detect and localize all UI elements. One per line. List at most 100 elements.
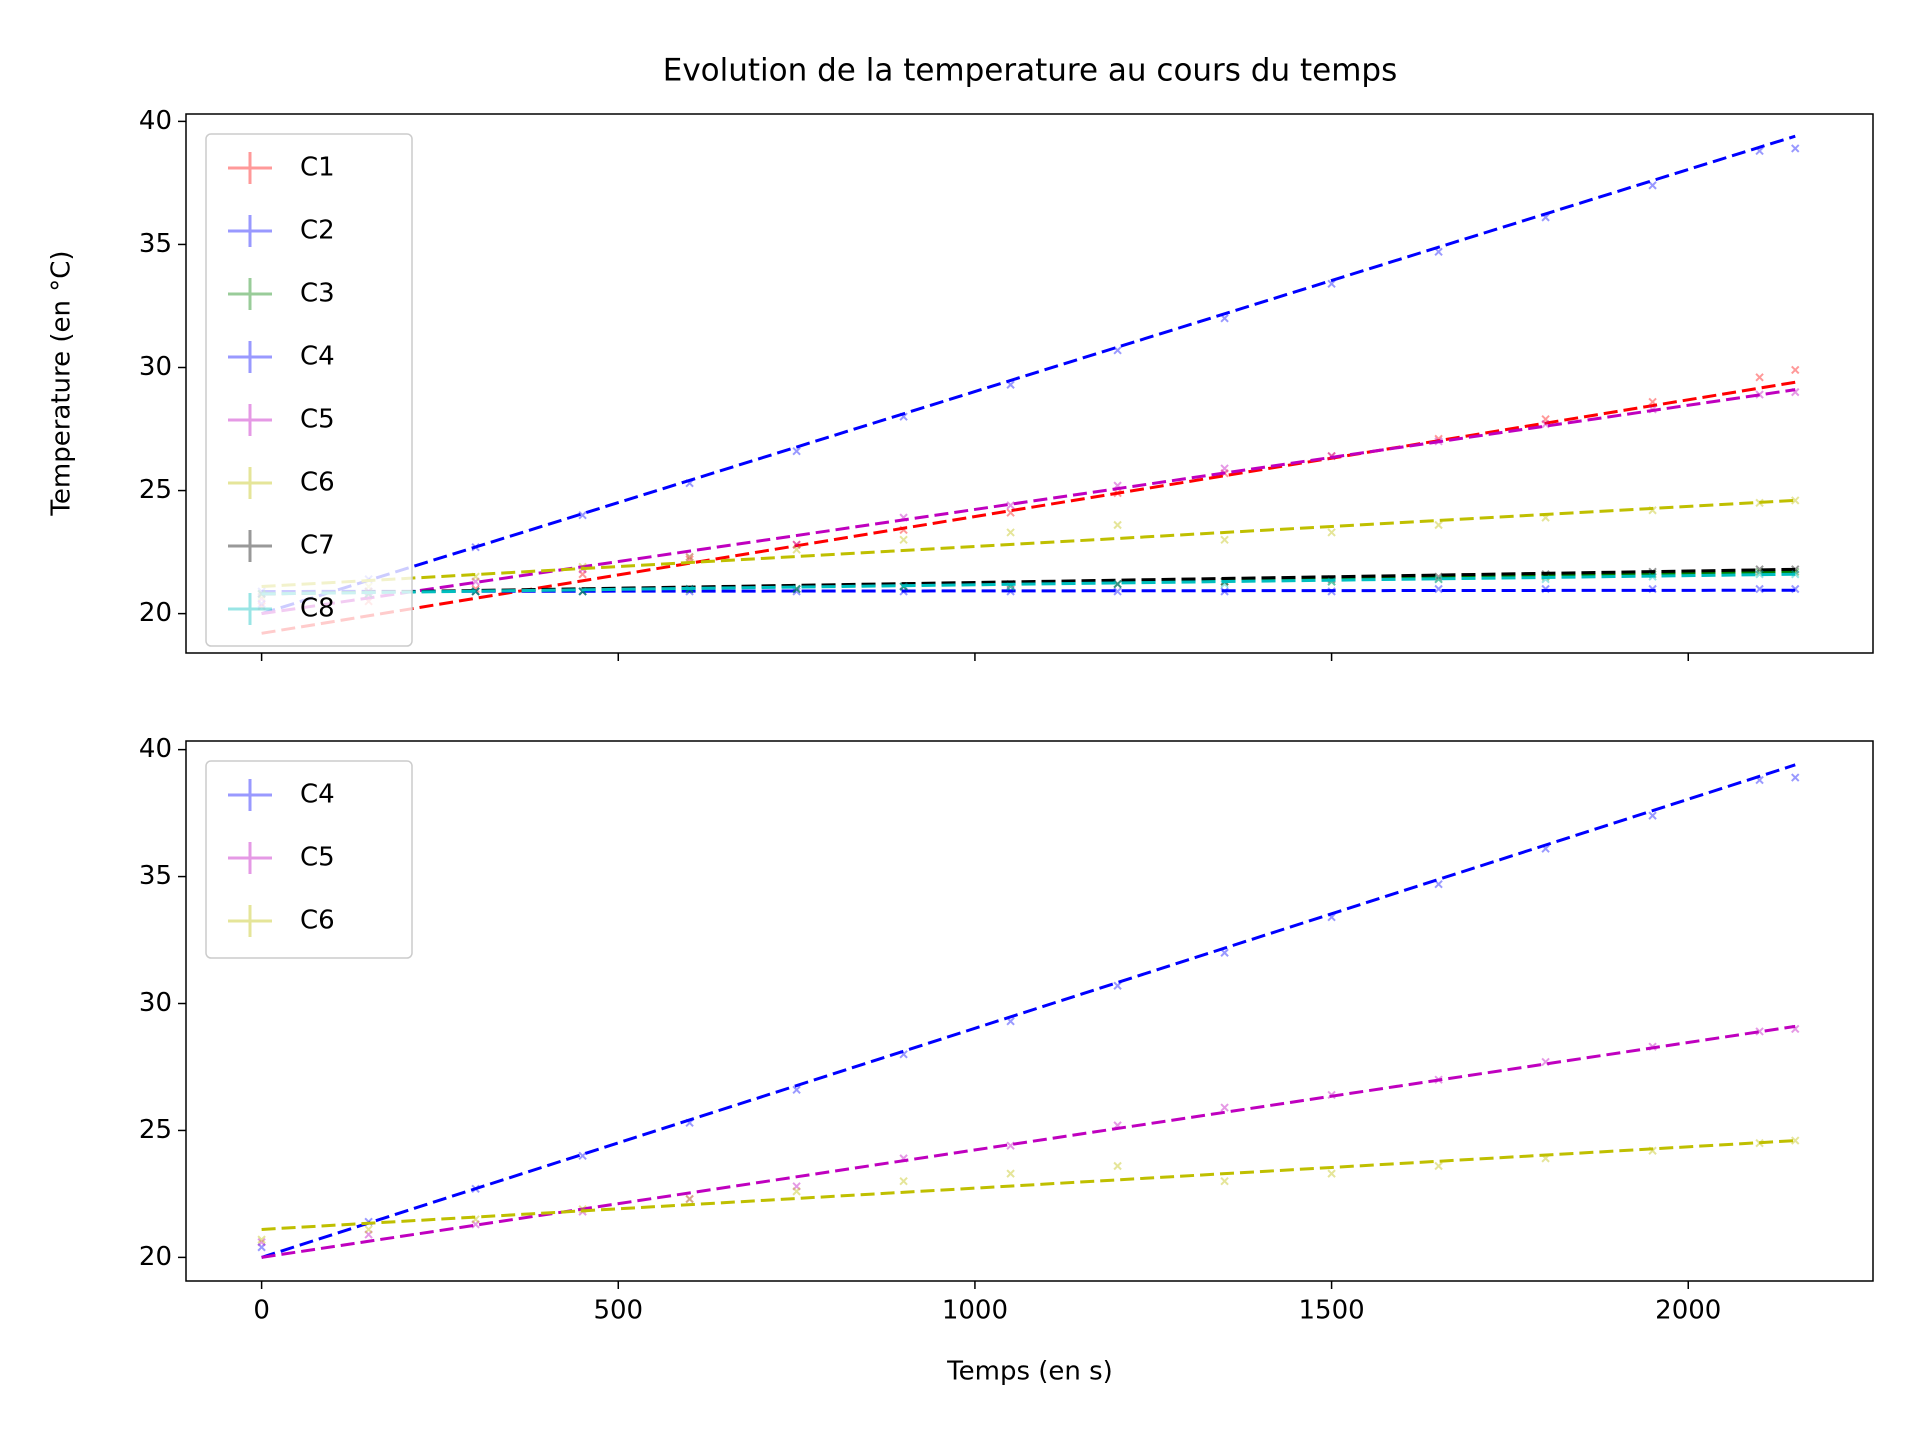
point <box>1113 981 1122 990</box>
point <box>1006 501 1015 510</box>
x-tick-label: 1000 <box>942 1296 1008 1326</box>
legend-marker <box>228 467 272 499</box>
legend-label: C1 <box>300 153 335 183</box>
point <box>578 510 587 520</box>
y-axis-label: Temperature (en °C) <box>47 250 77 516</box>
trend-line <box>261 1139 1796 1231</box>
point <box>792 587 801 596</box>
legend-marker <box>228 842 272 874</box>
legend-label: C5 <box>300 843 335 873</box>
legend-label: C3 <box>300 279 335 309</box>
point <box>685 1194 694 1204</box>
legend-marker <box>228 530 272 562</box>
legend-box <box>205 760 413 959</box>
legend-marker <box>228 215 272 247</box>
legend-label: C7 <box>300 531 335 561</box>
point <box>364 1225 373 1234</box>
point <box>899 535 908 544</box>
y-tick-label: 25 <box>139 1115 172 1145</box>
point <box>1220 464 1229 473</box>
legend-marker <box>228 593 272 625</box>
legend: C1 C2 C3 C4 C5 C6 C7 C8 <box>205 133 413 647</box>
point <box>792 540 801 549</box>
plot-area <box>185 113 1874 654</box>
point <box>1755 570 1764 579</box>
point <box>1791 565 1800 574</box>
legend-marker <box>228 152 272 184</box>
trend-line <box>261 498 1796 589</box>
point <box>364 1230 373 1239</box>
point <box>1434 574 1443 584</box>
point <box>1327 528 1336 537</box>
point <box>1791 773 1800 782</box>
point <box>792 446 801 456</box>
y-tick-label: 40 <box>139 734 172 764</box>
point <box>1791 570 1800 579</box>
legend-box <box>205 133 413 647</box>
legend-label: C5 <box>300 405 335 435</box>
point <box>1113 1161 1122 1171</box>
legend-marker <box>228 905 272 937</box>
point <box>685 552 694 562</box>
point <box>1648 181 1657 190</box>
point <box>257 1235 266 1244</box>
point <box>1791 1136 1800 1145</box>
point <box>899 1177 908 1186</box>
legend-marker <box>228 341 272 373</box>
legend-label: C6 <box>300 906 335 936</box>
point <box>1648 811 1657 820</box>
trend-line <box>261 567 1796 596</box>
point <box>792 1187 801 1196</box>
trend-line <box>261 763 1796 1259</box>
point <box>1791 496 1800 505</box>
y-tick-label: 40 <box>139 106 172 136</box>
point <box>1791 144 1800 153</box>
point <box>1113 346 1122 355</box>
point <box>1113 587 1122 596</box>
point <box>1113 520 1122 530</box>
x-axis-label: Temps (en s) <box>946 1357 1113 1387</box>
point <box>1791 365 1800 375</box>
legend-marker <box>228 779 272 811</box>
chart-title: Evolution de la temperature au cours du … <box>663 53 1398 89</box>
point <box>1434 247 1443 257</box>
trend-line <box>261 134 1796 616</box>
point <box>257 1243 266 1252</box>
point <box>1541 419 1550 429</box>
point <box>685 1194 694 1204</box>
x-tick-label: 500 <box>593 1296 643 1326</box>
y-tick-label: 30 <box>139 988 172 1018</box>
point <box>1434 1161 1443 1171</box>
point <box>1434 879 1443 889</box>
trend-line <box>261 588 1796 593</box>
point <box>685 552 694 562</box>
y-tick-label: 20 <box>139 1242 172 1272</box>
point <box>792 1085 801 1095</box>
x-tick-label: 2000 <box>1655 1296 1721 1326</box>
point <box>578 570 587 579</box>
legend-label: C6 <box>300 468 335 498</box>
point <box>1434 574 1443 584</box>
legend-marker <box>228 404 272 436</box>
point <box>1327 1169 1336 1178</box>
legend-label: C4 <box>300 342 335 372</box>
trend-line <box>261 1024 1796 1259</box>
y-tick-label: 35 <box>139 861 172 891</box>
point <box>792 545 801 554</box>
trend-line <box>261 388 1796 616</box>
point <box>1755 373 1764 382</box>
point <box>1006 1169 1015 1178</box>
point <box>1327 279 1336 289</box>
legend-label: C2 <box>300 216 335 246</box>
point <box>471 587 480 596</box>
y-tick-label: 30 <box>139 352 172 382</box>
point <box>1220 1177 1229 1186</box>
point <box>1434 520 1443 530</box>
legend-marker <box>228 278 272 310</box>
legend-label: C4 <box>300 780 335 810</box>
point <box>1434 584 1443 594</box>
legend: C4 C5 C6 <box>205 760 413 959</box>
point <box>1220 535 1229 544</box>
point <box>792 1182 801 1191</box>
point <box>1755 1027 1764 1036</box>
